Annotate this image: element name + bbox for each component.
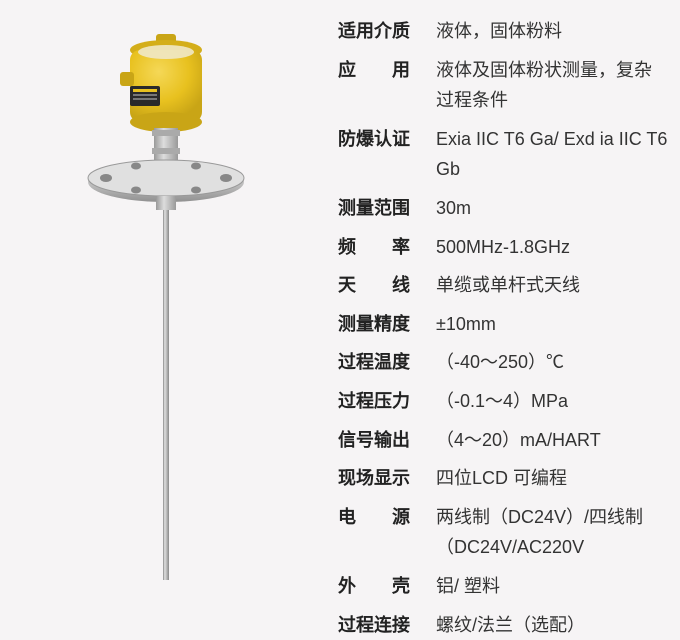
spec-row: 电 源两线制（DC24V）/四线制（DC24V/AC220V [338, 502, 668, 563]
spec-value: （-0.1～4）MPa [424, 386, 668, 417]
spec-value: 500MHz-1.8GHz [424, 232, 668, 263]
device-svg [60, 30, 270, 590]
spec-row: 适用介质液体，固体粉料 [338, 16, 668, 47]
spec-row: 测量范围30m [338, 193, 668, 224]
spec-table: 适用介质液体，固体粉料应 用液体及固体粉状测量，复杂过程条件防爆认证Exia I… [330, 0, 680, 607]
spec-value: 铝/ 塑料 [424, 571, 668, 602]
spec-value: 螺纹/法兰（选配） [424, 610, 668, 640]
spec-row: 现场显示四位LCD 可编程 [338, 463, 668, 494]
spec-label: 频 率 [338, 232, 424, 263]
product-image-panel [0, 0, 330, 607]
spec-row: 过程温度（-40～250）℃ [338, 347, 668, 378]
spec-label: 应 用 [338, 55, 424, 116]
spec-value: 四位LCD 可编程 [424, 463, 668, 494]
spec-row: 过程压力（-0.1～4）MPa [338, 386, 668, 417]
device-illustration [60, 30, 270, 590]
spec-row: 天 线单缆或单杆式天线 [338, 270, 668, 301]
spec-value: 液体，固体粉料 [424, 16, 668, 47]
spec-label: 测量范围 [338, 193, 424, 224]
spec-row: 防爆认证Exia IIC T6 Ga/ Exd ia IIC T6 Gb [338, 124, 668, 185]
spec-row: 应 用液体及固体粉状测量，复杂过程条件 [338, 55, 668, 116]
spec-value: ±10mm [424, 309, 668, 340]
spec-label: 适用介质 [338, 16, 424, 47]
spec-label: 电 源 [338, 502, 424, 563]
spec-value: 液体及固体粉状测量，复杂过程条件 [424, 55, 668, 116]
spec-label: 过程压力 [338, 386, 424, 417]
spec-label: 过程温度 [338, 347, 424, 378]
spec-label: 过程连接 [338, 610, 424, 640]
spec-label: 测量精度 [338, 309, 424, 340]
spec-value: Exia IIC T6 Ga/ Exd ia IIC T6 Gb [424, 124, 668, 185]
spec-value: （-40～250）℃ [424, 347, 668, 378]
spec-value: 两线制（DC24V）/四线制（DC24V/AC220V [424, 502, 668, 563]
spec-row: 过程连接螺纹/法兰（选配） [338, 610, 668, 640]
spec-row: 信号输出（4～20）mA/HART [338, 425, 668, 456]
spec-label: 天 线 [338, 270, 424, 301]
spec-row: 频 率500MHz-1.8GHz [338, 232, 668, 263]
spec-label: 防爆认证 [338, 124, 424, 185]
spec-label: 现场显示 [338, 463, 424, 494]
spec-label: 信号输出 [338, 425, 424, 456]
spec-row: 外 壳铝/ 塑料 [338, 571, 668, 602]
spec-value: 单缆或单杆式天线 [424, 270, 668, 301]
spec-row: 测量精度±10mm [338, 309, 668, 340]
spec-value: （4～20）mA/HART [424, 425, 668, 456]
spec-value: 30m [424, 193, 668, 224]
spec-label: 外 壳 [338, 571, 424, 602]
